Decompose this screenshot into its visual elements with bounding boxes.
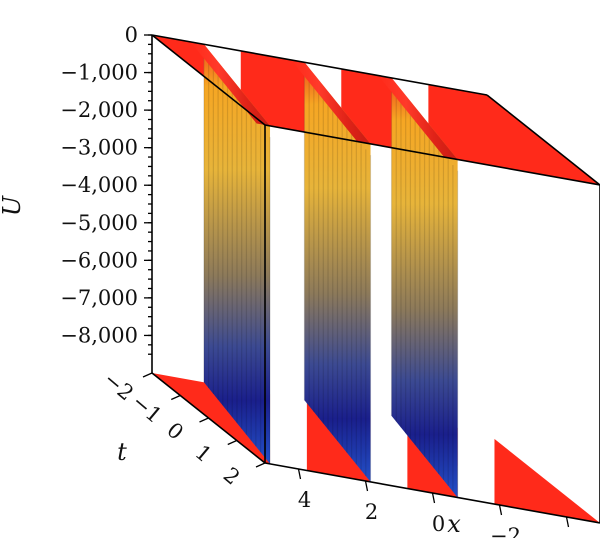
z-tick-label: −7,000 <box>60 286 138 310</box>
trough-opening <box>270 125 307 471</box>
trough-1 <box>190 41 307 471</box>
x-tick <box>431 492 436 504</box>
z-axis: 0 −1,000 −2,000 −3,000 −4,000 −5,000 −6,000 −7,… <box>60 23 152 355</box>
trough-2 <box>291 59 408 489</box>
x-tick <box>297 468 302 480</box>
x-tick-label: 4 <box>298 488 311 512</box>
z-tick-label: −1,000 <box>60 61 138 85</box>
x-axis-label: x <box>447 510 461 538</box>
t-tick <box>170 394 181 401</box>
trough-wall <box>203 44 271 464</box>
ridge-highlight <box>378 75 458 160</box>
x-tick-label: 0 <box>432 512 445 536</box>
z-tick-label: −3,000 <box>60 136 138 160</box>
z-tick-label: −5,000 <box>60 211 138 235</box>
x-axis: 4 2 0 −2 −4 <box>297 468 588 538</box>
t-tick-label: 0 <box>162 418 188 445</box>
x-tick <box>498 504 503 516</box>
trough-wall <box>304 62 371 482</box>
x-tick <box>364 480 369 492</box>
ridge-highlight <box>190 41 271 126</box>
t-tick <box>255 462 266 468</box>
t-tick-label: −2 <box>99 367 138 405</box>
z-tick-label: −2,000 <box>60 98 138 122</box>
t-tick <box>142 372 153 378</box>
box-edge <box>264 124 600 186</box>
x-tick <box>565 516 570 528</box>
box-edge <box>151 34 266 126</box>
z-tick-label: −8,000 <box>60 323 138 347</box>
x-tick-label: −2 <box>490 524 521 538</box>
trough-3 <box>378 75 495 505</box>
z-tick-label: −4,000 <box>60 173 138 197</box>
t-tick-label: −1 <box>127 390 166 428</box>
z-axis-label: U <box>0 195 26 216</box>
ridge-highlight <box>291 59 371 144</box>
z-tick-label: 0 <box>125 23 138 47</box>
surface-top-plane <box>152 35 600 185</box>
z-tick-label: −6,000 <box>60 248 138 272</box>
trough-opening <box>457 159 495 505</box>
t-axis-label: t <box>117 438 127 466</box>
t-tick-label: 2 <box>219 463 245 490</box>
trough-wall <box>391 77 458 498</box>
x-tick-label: 2 <box>365 500 378 524</box>
box-edge <box>486 94 600 186</box>
t-tick <box>227 439 238 446</box>
t-tick <box>199 417 209 423</box>
x-tick-label: −4 <box>557 536 588 538</box>
surface-layer <box>152 35 600 523</box>
t-tick-label: 1 <box>191 440 217 467</box>
box-edge <box>151 34 488 96</box>
